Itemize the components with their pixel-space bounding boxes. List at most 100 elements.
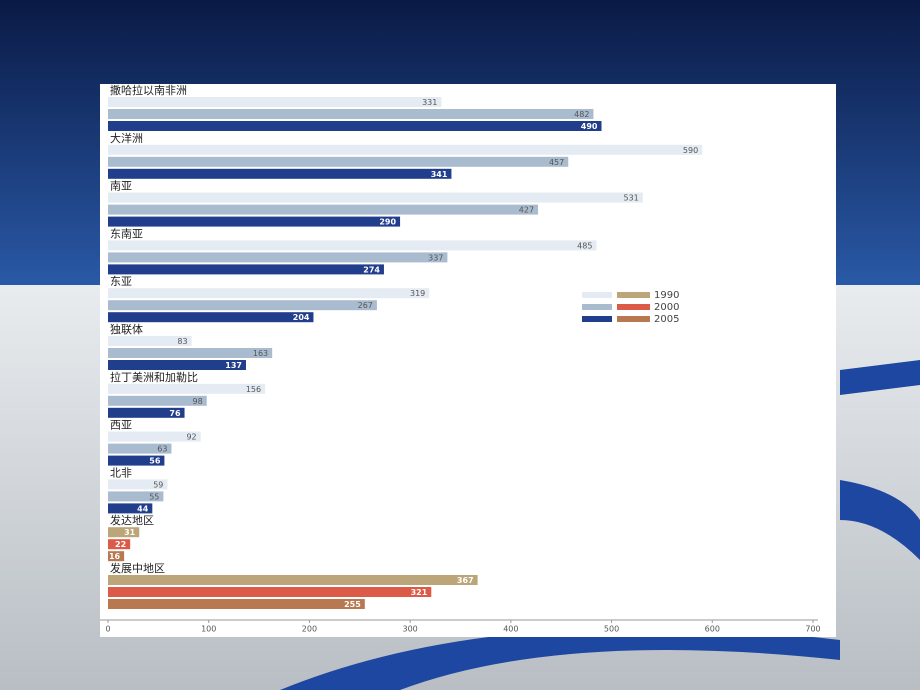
bar bbox=[108, 97, 442, 107]
value-label: 482 bbox=[574, 110, 589, 119]
category-label: 发展中地区 bbox=[110, 561, 165, 575]
x-tick-label: 200 bbox=[302, 625, 317, 634]
legend-label: 2000 bbox=[654, 302, 679, 313]
bar bbox=[108, 479, 168, 490]
value-label: 590 bbox=[683, 146, 698, 155]
bar bbox=[108, 599, 365, 609]
bar bbox=[108, 360, 246, 370]
legend-swatch bbox=[617, 304, 650, 310]
value-label: 485 bbox=[577, 241, 592, 250]
x-tick-label: 600 bbox=[705, 625, 720, 634]
x-tick-label: 0 bbox=[105, 625, 110, 634]
value-label: 457 bbox=[549, 158, 564, 167]
value-label: 22 bbox=[115, 540, 126, 549]
bar bbox=[108, 168, 452, 179]
value-label: 156 bbox=[246, 385, 261, 394]
bar bbox=[108, 312, 314, 323]
bar bbox=[108, 407, 185, 418]
category-label: 大洋洲 bbox=[110, 131, 143, 145]
value-label: 321 bbox=[411, 588, 428, 597]
x-tick-label: 700 bbox=[805, 625, 820, 634]
swoosh bbox=[280, 627, 840, 690]
legend-swatch bbox=[582, 316, 612, 322]
bar bbox=[108, 539, 131, 550]
category-label: 南亚 bbox=[110, 180, 132, 193]
bar bbox=[108, 587, 432, 597]
value-label: 63 bbox=[157, 445, 167, 454]
value-label: 490 bbox=[581, 122, 598, 131]
bar bbox=[108, 240, 597, 251]
value-label: 274 bbox=[363, 265, 380, 274]
value-label: 83 bbox=[177, 337, 187, 346]
value-label: 44 bbox=[137, 504, 149, 513]
legend-label: 1990 bbox=[654, 290, 679, 301]
value-label: 163 bbox=[253, 349, 268, 358]
bar bbox=[108, 300, 377, 311]
value-label: 92 bbox=[186, 433, 196, 442]
bar bbox=[108, 383, 266, 394]
bar bbox=[108, 431, 201, 442]
bar bbox=[108, 527, 140, 538]
category-label: 东南亚 bbox=[110, 227, 143, 240]
category-label: 发达地区 bbox=[110, 513, 154, 527]
category-label: 独联体 bbox=[110, 322, 143, 336]
value-label: 331 bbox=[422, 98, 437, 107]
value-label: 319 bbox=[410, 289, 425, 298]
bar bbox=[108, 288, 430, 299]
bar bbox=[108, 264, 384, 275]
bar bbox=[108, 491, 164, 502]
category-label: 东亚 bbox=[110, 275, 132, 288]
category-label: 撒哈拉以南非洲 bbox=[110, 83, 187, 97]
value-label: 98 bbox=[193, 397, 203, 406]
value-label: 55 bbox=[149, 492, 159, 501]
value-label: 427 bbox=[519, 206, 534, 215]
legend-swatch bbox=[617, 316, 650, 322]
value-label: 337 bbox=[428, 253, 443, 262]
x-tick-label: 100 bbox=[201, 625, 216, 634]
category-label: 拉丁美洲和加勒比 bbox=[110, 370, 198, 384]
value-label: 137 bbox=[225, 361, 242, 370]
value-label: 59 bbox=[153, 480, 163, 489]
value-label: 290 bbox=[379, 218, 396, 227]
legend-swatch bbox=[582, 304, 612, 310]
value-label: 31 bbox=[124, 528, 136, 537]
bar bbox=[108, 192, 643, 203]
x-tick-label: 400 bbox=[503, 625, 518, 634]
bar bbox=[108, 443, 172, 454]
legend-label: 2005 bbox=[654, 314, 679, 325]
value-label: 255 bbox=[344, 600, 361, 609]
bar bbox=[108, 348, 273, 358]
value-label: 267 bbox=[358, 301, 373, 310]
bar bbox=[108, 109, 594, 119]
category-label: 西亚 bbox=[110, 419, 132, 432]
bar bbox=[108, 551, 125, 562]
value-label: 204 bbox=[293, 313, 310, 322]
bar bbox=[108, 455, 165, 466]
chart: 撒哈拉以南非洲331482490大洋洲590457341南亚531427290东… bbox=[100, 83, 821, 634]
x-tick-label: 300 bbox=[403, 625, 418, 634]
bar bbox=[108, 204, 539, 215]
bar bbox=[108, 575, 478, 585]
bar bbox=[108, 252, 448, 263]
swoosh bbox=[840, 360, 920, 395]
value-label: 531 bbox=[624, 194, 639, 203]
value-label: 56 bbox=[149, 457, 161, 466]
bar bbox=[108, 144, 703, 155]
value-label: 341 bbox=[431, 170, 448, 179]
bar bbox=[108, 395, 207, 406]
x-tick-label: 500 bbox=[604, 625, 619, 634]
legend-swatch bbox=[617, 292, 650, 298]
bar bbox=[108, 336, 192, 346]
value-label: 76 bbox=[169, 409, 181, 418]
value-label: 16 bbox=[109, 552, 121, 561]
bar bbox=[108, 121, 602, 131]
value-label: 367 bbox=[457, 576, 474, 585]
bar bbox=[108, 503, 153, 514]
category-label: 北非 bbox=[110, 466, 132, 479]
bar bbox=[108, 156, 569, 167]
bar bbox=[108, 216, 401, 227]
legend-swatch bbox=[582, 292, 612, 298]
swoosh bbox=[840, 480, 920, 560]
